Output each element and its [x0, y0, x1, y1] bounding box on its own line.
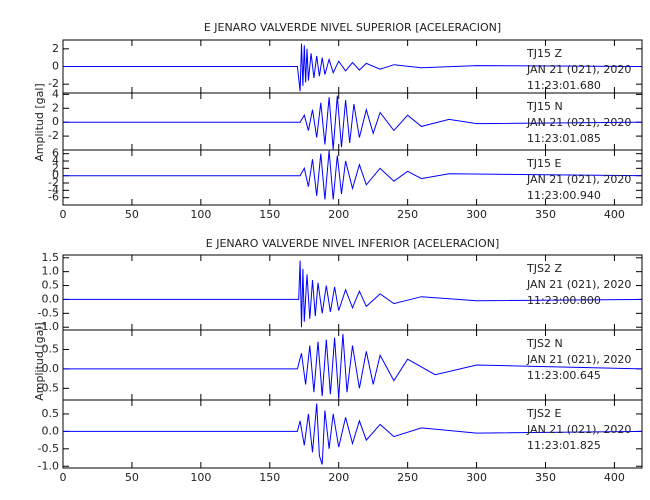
x-tick-label: 200 [328, 208, 349, 221]
x-tick-label: 250 [397, 471, 418, 484]
chart-title: E JENARO VALVERDE NIVEL INFERIOR [ACELER… [206, 237, 499, 250]
y-tick-label: -6 [48, 191, 59, 204]
y-tick-label: 2 [52, 161, 59, 174]
y-tick-label: 0.5 [42, 407, 60, 420]
waveform [63, 43, 643, 92]
waveform [63, 150, 643, 200]
y-tick-label: -1.0 [38, 320, 59, 333]
date-label: JAN 21 (021), 2020 [526, 278, 631, 291]
x-tick-label: 0 [60, 471, 67, 484]
y-tick-label: 0 [52, 115, 59, 128]
date-label: JAN 21 (021), 2020 [526, 423, 631, 436]
y-tick-label: 1.5 [42, 251, 60, 264]
station-label: TJS2 N [526, 337, 563, 350]
y-tick-label: 1.0 [42, 265, 60, 278]
y-tick-label: -0.5 [38, 381, 59, 394]
station-label: TJ15 N [526, 100, 563, 113]
x-tick-label: 0 [60, 208, 67, 221]
y-tick-label: 2 [52, 101, 59, 114]
x-tick-label: 350 [535, 471, 556, 484]
y-tick-label: 4 [52, 154, 59, 167]
date-label: JAN 21 (021), 2020 [526, 63, 631, 76]
y-tick-label: 0.5 [42, 342, 60, 355]
time-label: 11:23:00.800 [527, 294, 601, 307]
x-tick-label: 50 [125, 208, 139, 221]
waveform [63, 403, 643, 465]
x-tick-label: 100 [190, 471, 211, 484]
y-tick-label: -0.5 [38, 442, 59, 455]
y-tick-label: 0.5 [42, 279, 60, 292]
y-tick-label: 0 [52, 169, 59, 182]
date-label: JAN 21 (021), 2020 [526, 116, 631, 129]
x-tick-label: 50 [125, 471, 139, 484]
x-tick-label: 350 [535, 208, 556, 221]
x-tick-label: 400 [604, 208, 625, 221]
y-tick-label: -4 [48, 183, 59, 196]
chart-title: E JENARO VALVERDE NIVEL SUPERIOR [ACELER… [204, 21, 501, 34]
y-tick-label: 0.0 [42, 292, 60, 305]
time-label: 11:23:00.940 [527, 189, 601, 202]
y-tick-label: -2 [48, 77, 59, 90]
y-tick-label: 2 [52, 42, 59, 55]
waveform [63, 260, 643, 328]
y-tick-label: 0 [52, 60, 59, 73]
x-tick-label: 100 [190, 208, 211, 221]
time-label: 11:23:01.825 [527, 439, 601, 452]
plot-frame [62, 399, 643, 469]
x-tick-label: 150 [259, 471, 280, 484]
time-label: 11:23:01.680 [527, 79, 601, 92]
y-tick-label: 6 [52, 147, 59, 160]
y-axis-label: Amplitud [gal] [33, 83, 46, 161]
x-tick-label: 250 [397, 208, 418, 221]
y-tick-label: -2 [48, 129, 59, 142]
y-tick-label: 0.0 [42, 424, 60, 437]
time-label: 11:23:01.085 [527, 132, 601, 145]
station-label: TJS2 E [526, 407, 561, 420]
x-tick-label: 400 [604, 471, 625, 484]
y-axis-label: Amplitud [gal] [33, 322, 46, 400]
y-tick-label: -2 [48, 176, 59, 189]
y-tick-label: -1.0 [38, 459, 59, 472]
x-tick-label: 300 [466, 208, 487, 221]
date-label: JAN 21 (021), 2020 [526, 173, 631, 186]
x-tick-label: 300 [466, 471, 487, 484]
station-label: TJ15 E [526, 157, 561, 170]
waveform [63, 95, 643, 150]
y-tick-label: 0.0 [42, 362, 60, 375]
station-label: TJ15 Z [526, 47, 562, 60]
waveform [63, 333, 643, 399]
time-label: 11:23:00.645 [527, 369, 601, 382]
x-tick-label: 200 [328, 471, 349, 484]
x-tick-label: 150 [259, 208, 280, 221]
date-label: JAN 21 (021), 2020 [526, 353, 631, 366]
station-label: TJS2 Z [526, 262, 562, 275]
y-tick-label: -0.5 [38, 306, 59, 319]
plot-frame [62, 149, 643, 206]
y-tick-label: 4 [52, 87, 59, 100]
